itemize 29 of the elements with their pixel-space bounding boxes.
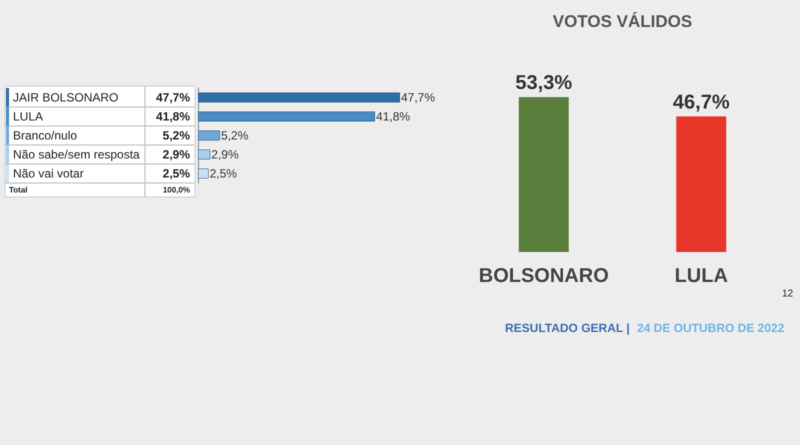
bar [198, 168, 209, 178]
y-tick-label: Não vai votar [13, 166, 84, 180]
data-label: 46,7% [672, 91, 730, 114]
bar [198, 112, 376, 122]
data-label: 53,3% [515, 72, 572, 94]
data-label: 2,5% [162, 166, 190, 180]
y-tick-label: LULA [13, 110, 44, 124]
bar [198, 150, 210, 160]
bar [198, 130, 220, 140]
y-tick-label: Não sabe/sem resposta [13, 148, 140, 162]
chart-title: VOTOS VÁLIDOS [552, 11, 692, 31]
data-label: 47,7% [156, 90, 190, 104]
text: 100,0% [162, 186, 190, 194]
bar [198, 92, 400, 102]
data-label: 2,9% [162, 148, 190, 162]
text: RESULTADO GERAL | [505, 321, 630, 335]
text: 12 [782, 288, 794, 300]
text: 2,5% [210, 166, 237, 180]
text: Total [9, 186, 28, 194]
text: 41,8% [376, 110, 410, 124]
text: 2,9% [211, 148, 239, 162]
text: 24 DE OUTUBRO DE 2022 [637, 321, 785, 335]
data-label: 5,2% [162, 128, 190, 142]
y-tick-label: JAIR BOLSONARO [13, 90, 118, 104]
x-tick-label: BOLSONARO [478, 265, 609, 287]
y-tick-label: Branco/nulo [13, 128, 78, 142]
text: 47,7% [401, 90, 436, 104]
data-label: 41,8% [156, 110, 190, 124]
text: 5,2% [221, 128, 248, 142]
